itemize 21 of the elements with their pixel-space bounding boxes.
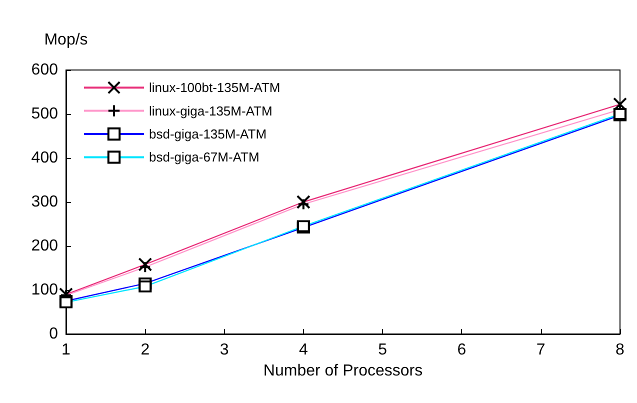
legend-label: bsd-giga-135M-ATM <box>149 126 267 142</box>
y-tick-label: 300 <box>31 194 58 210</box>
y-tick-label: 0 <box>49 326 58 342</box>
y-tick-label: 200 <box>31 238 58 254</box>
legend-label: bsd-giga-67M-ATM <box>149 150 260 165</box>
legend-label: linux-100bt-135M-ATM <box>149 80 280 96</box>
x-tick-label: 2 <box>140 342 150 358</box>
x-tick-label: 6 <box>457 342 466 358</box>
x-tick-label: 5 <box>378 342 388 358</box>
y-axis-title: Mop/s <box>44 32 88 48</box>
x-axis-title: Number of Processors <box>263 362 423 380</box>
x-tick-label: 3 <box>220 342 229 358</box>
x-tick-label: 7 <box>536 342 546 358</box>
y-tick-label: 100 <box>31 282 58 298</box>
x-tick-label: 4 <box>298 342 308 358</box>
x-tick-label: 1 <box>62 342 71 358</box>
legend-label: linux-giga-135M-ATM <box>149 103 272 118</box>
y-tick-label: 400 <box>31 150 58 166</box>
y-tick-label: 600 <box>31 62 58 78</box>
x-tick-label: 8 <box>616 342 625 358</box>
y-tick-label: 500 <box>31 106 58 122</box>
